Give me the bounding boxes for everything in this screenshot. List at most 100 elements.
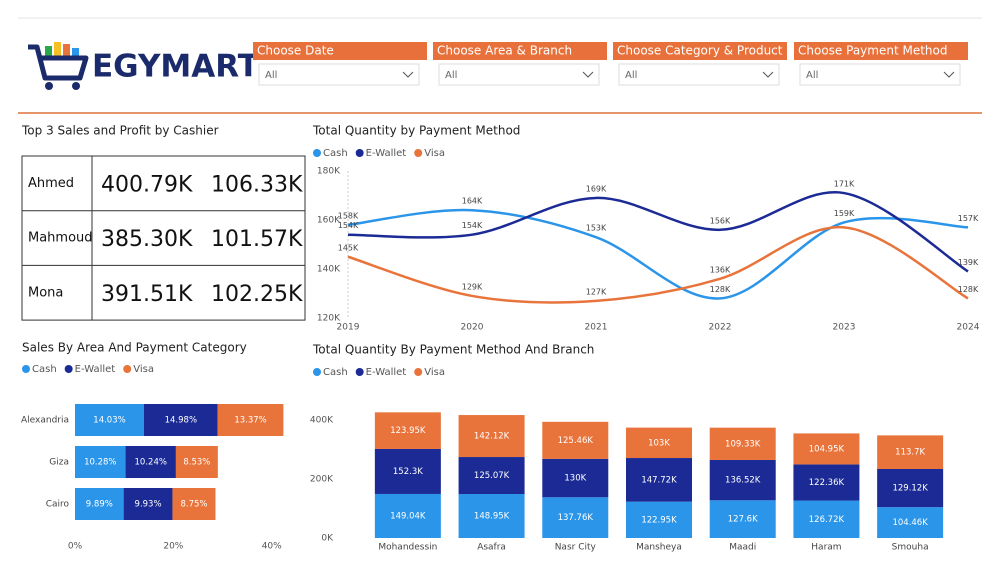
data-label: 156K	[710, 216, 731, 225]
filter-dropdown[interactable]	[438, 63, 600, 86]
filter-header	[613, 42, 787, 60]
bar-segment	[458, 457, 525, 494]
legend-marker	[414, 368, 423, 376]
bar-segment	[709, 459, 776, 501]
x-tick-label: 2019	[337, 323, 360, 333]
data-label: 154K	[462, 221, 483, 230]
chart-title: Total Quantity by Payment Method	[312, 124, 520, 138]
data-label: 14.03%	[93, 416, 125, 426]
bar-segment	[172, 488, 216, 520]
data-label: 142.12K	[474, 432, 510, 442]
filter-header	[794, 42, 968, 60]
y-tick-label: Alexandria	[21, 416, 69, 426]
filter-header	[253, 42, 427, 60]
filter-label: Choose Date	[257, 44, 334, 58]
bar-segment	[877, 435, 944, 469]
y-tick-label: 0K	[321, 534, 334, 544]
x-tick-label: 2020	[461, 323, 484, 333]
filter-dropdown[interactable]	[258, 63, 420, 86]
data-label: 122.36K	[809, 478, 845, 488]
data-label: 137.76K	[558, 513, 594, 523]
data-label: 109.33K	[725, 439, 761, 449]
y-tick-label: 120K	[317, 314, 341, 324]
data-label: 128K	[958, 285, 979, 294]
data-label: 123.95K	[390, 426, 426, 436]
data-label: 127K	[586, 287, 607, 296]
legend-label: E-Wallet	[366, 148, 407, 159]
bar-segment	[542, 497, 609, 538]
data-label: 157K	[958, 214, 979, 223]
x-tick-label: 0%	[68, 542, 83, 552]
bar-segment	[75, 404, 144, 436]
data-label: 139K	[958, 258, 979, 267]
bar-segment	[143, 404, 218, 436]
table-title: Top 3 Sales and Profit by Cashier	[21, 124, 219, 138]
logo: EGYMART	[28, 42, 259, 90]
bar-segment	[175, 446, 218, 478]
data-label: 153K	[586, 224, 607, 233]
logo-bar	[54, 42, 61, 56]
dropdown-chevron	[943, 71, 955, 78]
data-label: 8.53%	[183, 458, 210, 468]
profit-value: 101.57K	[211, 227, 303, 252]
bar-segment	[458, 493, 525, 538]
filter-label: Choose Area & Branch	[437, 44, 572, 58]
legend-label: Visa	[133, 364, 154, 375]
bar-segment	[458, 415, 525, 458]
logo-bar	[63, 44, 70, 56]
line-series	[347, 208, 969, 300]
table-border	[21, 155, 306, 321]
data-label: 9.93%	[135, 500, 162, 510]
legend-marker	[313, 149, 321, 157]
data-label: 13.37%	[234, 416, 266, 426]
y-tick-label: Cairo	[46, 500, 70, 510]
sales-value: 400.79K	[101, 172, 193, 197]
filter-dropdown[interactable]	[799, 63, 961, 86]
bar-segment	[542, 421, 609, 459]
data-label: 147.72K	[641, 475, 677, 485]
legend-label: E-Wallet	[75, 364, 116, 375]
x-tick-label: 2023	[833, 323, 856, 333]
x-tick-label: 20%	[163, 542, 183, 552]
logo-bar	[72, 48, 79, 56]
x-tick-label: Mohandessin	[378, 543, 437, 553]
bar-segment	[374, 412, 441, 449]
legend-marker	[64, 365, 73, 373]
bar-segment	[542, 458, 609, 498]
bar-segment	[793, 500, 860, 538]
x-tick-label: Haram	[811, 543, 841, 553]
filter-dropdown[interactable]	[618, 63, 780, 86]
dropdown-chevron	[402, 71, 414, 78]
data-label: 158K	[338, 211, 359, 220]
bar-segment	[374, 448, 441, 494]
data-label: 125.46K	[558, 436, 594, 446]
filter-label: Choose Category & Product	[617, 44, 783, 58]
bar-segment	[626, 458, 692, 502]
sales-value: 385.30K	[101, 227, 193, 252]
bar-segment	[877, 468, 944, 508]
profit-value: 106.33K	[211, 172, 303, 197]
data-label: 164K	[462, 197, 483, 206]
data-label: 136K	[710, 265, 731, 274]
data-label: 171K	[834, 180, 855, 189]
data-label: 148.95K	[474, 511, 510, 521]
legend-marker	[355, 368, 364, 376]
data-label: 122.95K	[641, 515, 677, 525]
legend-marker	[22, 365, 30, 373]
profit-value: 102.25K	[211, 282, 303, 307]
filter-header	[433, 42, 607, 60]
legend-marker	[355, 149, 364, 157]
data-label: 10.24%	[135, 458, 167, 468]
bar-segment	[123, 488, 173, 520]
legend-label: Visa	[424, 367, 445, 378]
logo-cart	[28, 44, 89, 81]
cashier-name: Mahmoud	[28, 231, 93, 246]
data-label: 136.52K	[725, 476, 761, 486]
filter-label: Choose Payment Method	[798, 44, 947, 58]
data-label: 126.72K	[809, 515, 845, 525]
bar-segment	[75, 446, 126, 478]
data-label: 104.46K	[892, 518, 928, 528]
logo-wheel	[72, 82, 80, 90]
x-tick-label: 2021	[585, 323, 608, 333]
